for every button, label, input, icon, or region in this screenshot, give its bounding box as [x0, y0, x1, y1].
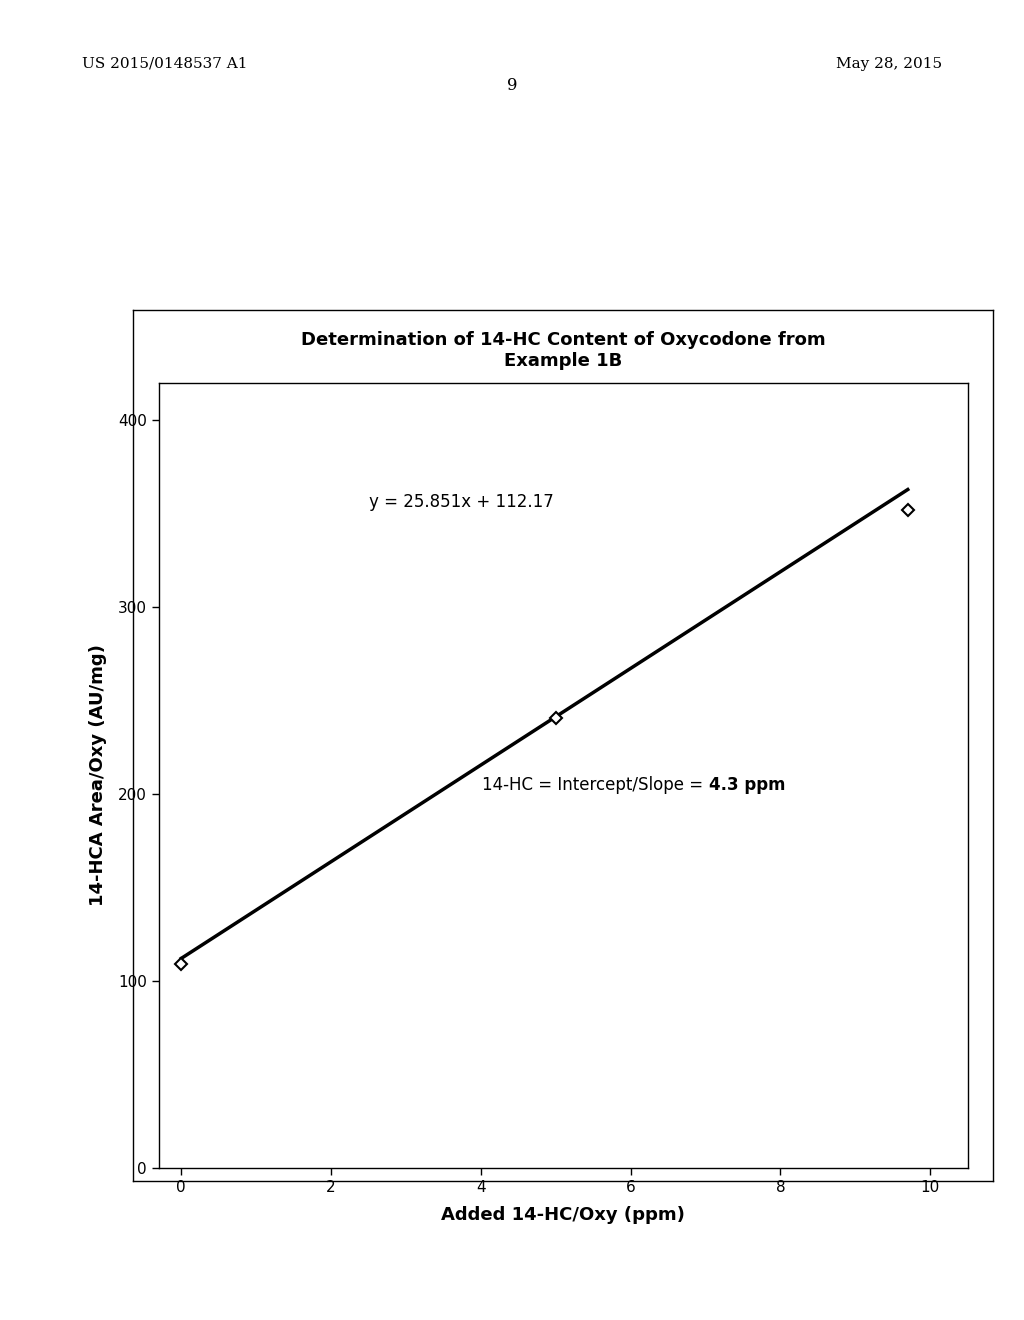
Text: 14-HC = Intercept/Slope =: 14-HC = Intercept/Slope = — [482, 776, 709, 793]
Text: 4.3 ppm: 4.3 ppm — [709, 776, 785, 793]
Text: May 28, 2015: May 28, 2015 — [836, 57, 942, 71]
Title: Determination of 14-HC Content of Oxycodone from
Example 1B: Determination of 14-HC Content of Oxycod… — [301, 331, 825, 370]
X-axis label: Added 14-HC/Oxy (ppm): Added 14-HC/Oxy (ppm) — [441, 1206, 685, 1224]
Text: y = 25.851x + 112.17: y = 25.851x + 112.17 — [369, 492, 554, 511]
Y-axis label: 14-HCA Area/Oxy (AU/mg): 14-HCA Area/Oxy (AU/mg) — [89, 644, 106, 907]
Text: 9: 9 — [507, 77, 517, 94]
Text: US 2015/0148537 A1: US 2015/0148537 A1 — [82, 57, 248, 71]
